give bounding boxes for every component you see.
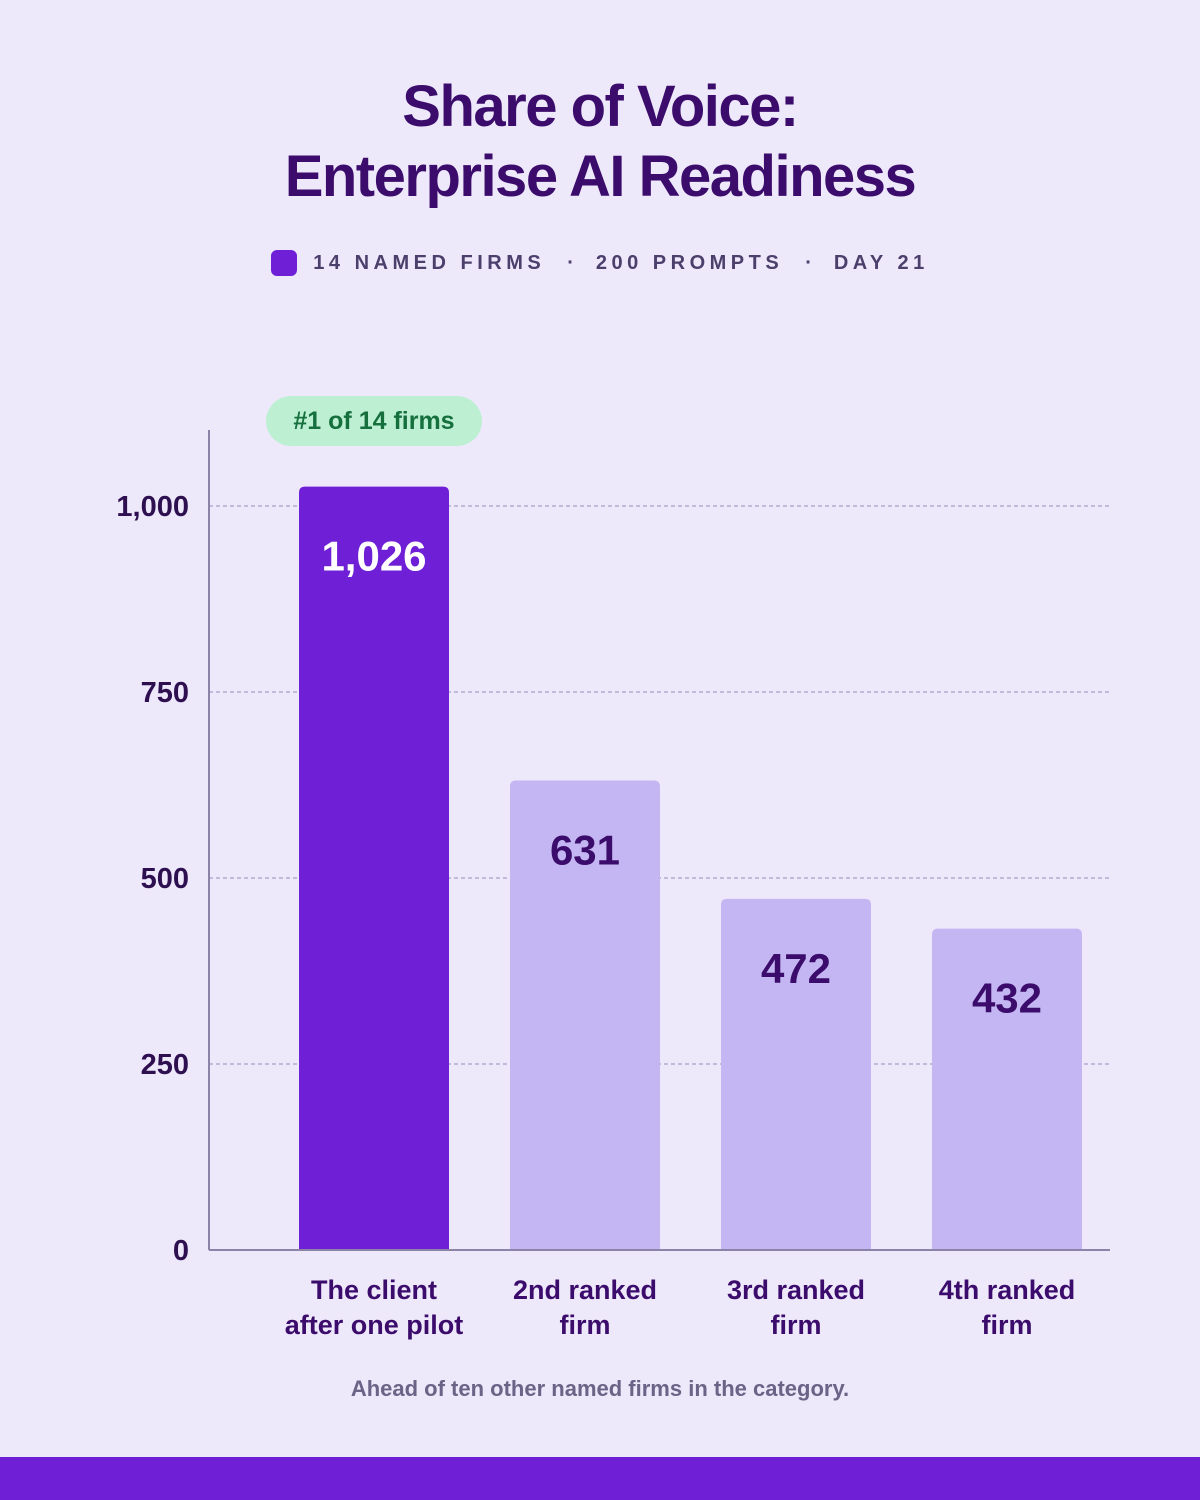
x-tick-label: after one pilot bbox=[285, 1310, 464, 1340]
bar-value-label: 1,026 bbox=[321, 533, 426, 580]
chart-footnote: Ahead of ten other named firms in the ca… bbox=[350, 1376, 850, 1401]
x-tick-label: The client bbox=[311, 1275, 437, 1305]
chart-subtitle: 14 NAMED FIRMS · 200 PROMPTS · DAY 21 bbox=[0, 250, 1200, 276]
bar-value-label: 432 bbox=[972, 975, 1042, 1022]
y-tick-label: 250 bbox=[141, 1049, 189, 1081]
x-tick-label: firm bbox=[981, 1310, 1032, 1340]
legend-swatch-icon bbox=[271, 250, 298, 276]
chart-title-line2: Enterprise AI Readiness bbox=[284, 144, 917, 209]
bar bbox=[299, 486, 449, 1250]
x-tick-label: 4th ranked bbox=[939, 1275, 1076, 1305]
bottom-accent-bar bbox=[0, 1457, 1200, 1500]
bar-value-label: 472 bbox=[761, 945, 831, 992]
bar-value-label: 631 bbox=[550, 827, 620, 874]
meta-day: DAY 21 bbox=[833, 251, 929, 274]
y-tick-label: 0 bbox=[173, 1235, 189, 1267]
chart-title-line1: Share of Voice: bbox=[402, 74, 799, 139]
x-tick-label: 3rd ranked bbox=[727, 1275, 865, 1305]
x-tick-label: firm bbox=[559, 1310, 610, 1340]
meta-separator: · bbox=[805, 251, 812, 274]
meta-separator: · bbox=[567, 251, 574, 274]
x-tick-label: firm bbox=[770, 1310, 821, 1340]
x-tick-label: 2nd ranked bbox=[513, 1275, 657, 1305]
meta-prompts: 200 PROMPTS bbox=[595, 251, 784, 274]
rank-badge bbox=[266, 396, 482, 446]
bar bbox=[721, 898, 871, 1250]
meta-firms: 14 NAMED FIRMS bbox=[313, 251, 546, 274]
y-tick-label: 750 bbox=[141, 677, 189, 709]
bar bbox=[510, 780, 660, 1250]
y-tick-label: 1,000 bbox=[116, 491, 189, 523]
y-tick-label: 500 bbox=[141, 863, 189, 895]
chart-title: Share of Voice: Enterprise AI Readiness bbox=[0, 72, 1200, 212]
rank-badge-label: #1 of 14 firms bbox=[293, 407, 454, 435]
bar bbox=[932, 928, 1082, 1250]
